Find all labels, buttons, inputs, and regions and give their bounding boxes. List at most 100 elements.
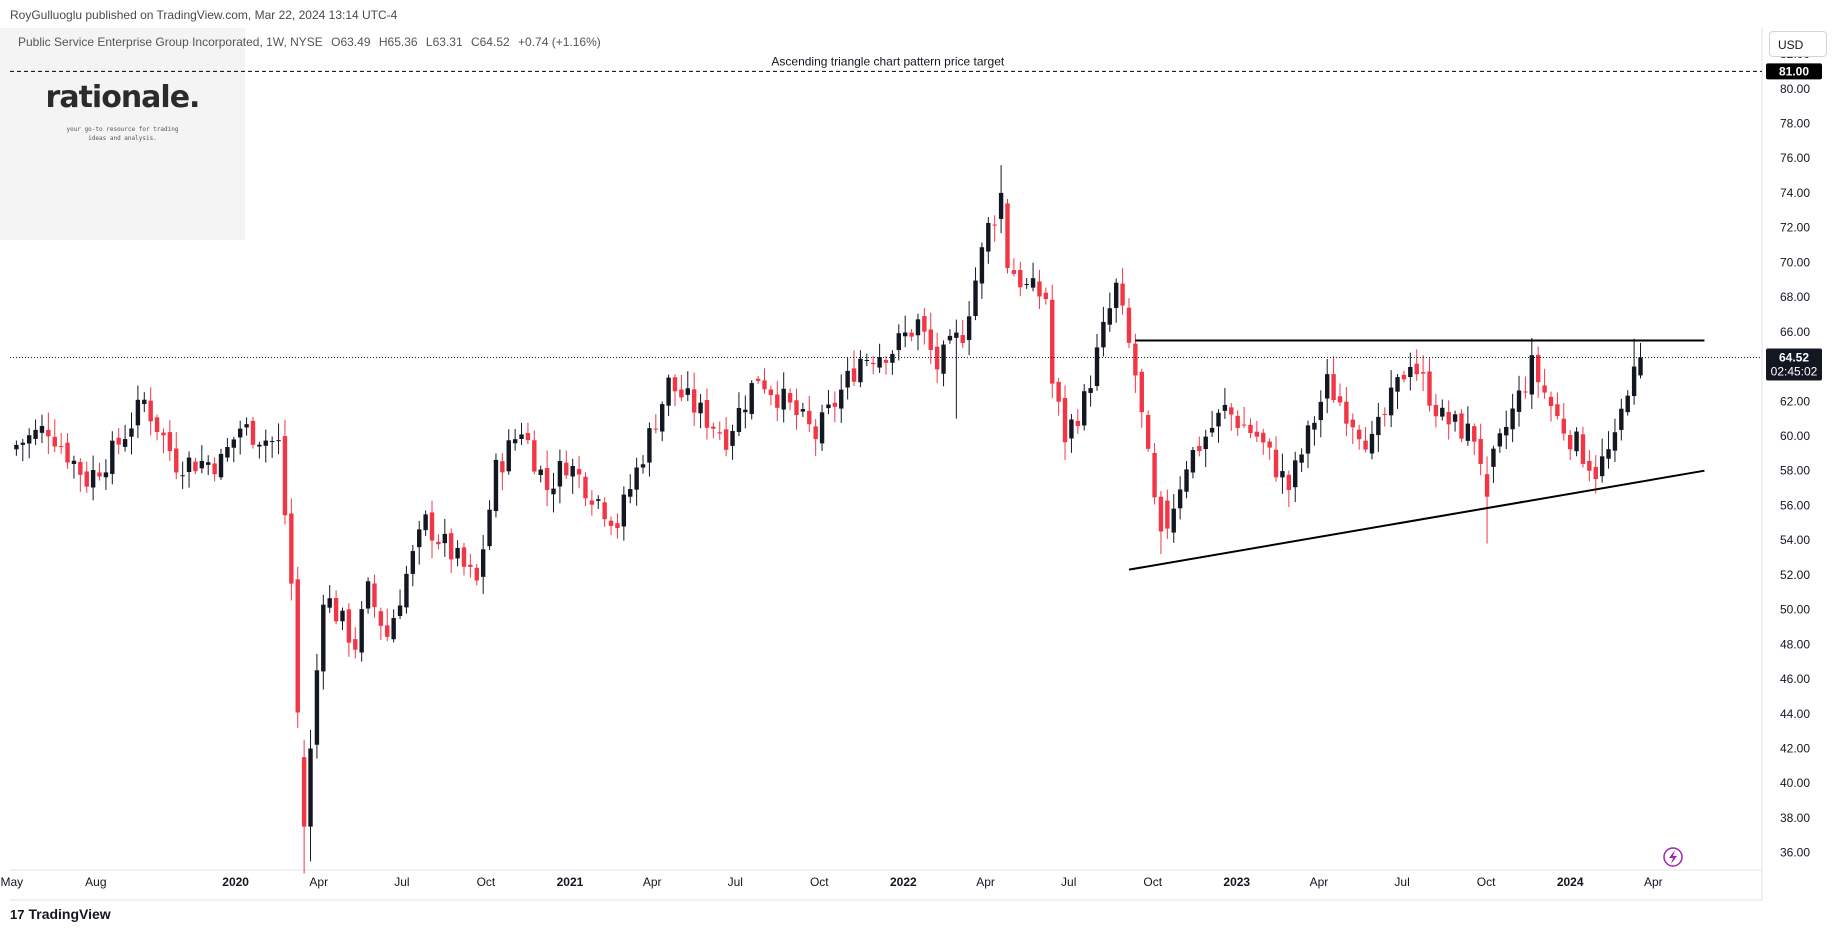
- candle-down[interactable]: [794, 400, 799, 416]
- candle-down[interactable]: [58, 446, 64, 448]
- candle-up[interactable]: [1216, 412, 1221, 427]
- candle-down[interactable]: [1254, 431, 1260, 437]
- candle-down[interactable]: [1062, 397, 1068, 443]
- candle-up[interactable]: [966, 316, 972, 341]
- candle-down[interactable]: [807, 410, 812, 425]
- candle-up[interactable]: [538, 469, 543, 476]
- candle-down[interactable]: [928, 329, 933, 350]
- candle-down[interactable]: [346, 609, 352, 643]
- candle-down[interactable]: [372, 583, 377, 608]
- candle-up[interactable]: [551, 488, 556, 495]
- candle-down[interactable]: [1133, 343, 1138, 376]
- candle-down[interactable]: [1523, 391, 1528, 393]
- candle-down[interactable]: [1363, 440, 1368, 450]
- candle-down[interactable]: [1587, 460, 1592, 471]
- candle-down[interactable]: [212, 463, 217, 475]
- candle-down[interactable]: [653, 428, 659, 430]
- candle-up[interactable]: [423, 514, 428, 531]
- candle-up[interactable]: [781, 388, 786, 410]
- candle-up[interactable]: [1612, 432, 1618, 451]
- candle-down[interactable]: [525, 433, 531, 441]
- candle-up[interactable]: [666, 377, 671, 406]
- candle-down[interactable]: [1005, 203, 1010, 269]
- candle-up[interactable]: [890, 353, 895, 363]
- candle-down[interactable]: [46, 429, 51, 437]
- candle-up[interactable]: [391, 618, 396, 640]
- candle-up[interactable]: [110, 440, 115, 474]
- candle-up[interactable]: [1082, 391, 1087, 426]
- candle-up[interactable]: [480, 549, 486, 577]
- candle-up[interactable]: [1606, 449, 1611, 459]
- candle-down[interactable]: [116, 437, 121, 445]
- candle-up[interactable]: [1184, 469, 1189, 492]
- footer-brand[interactable]: 17 TradingView: [10, 906, 111, 922]
- candle-down[interactable]: [289, 513, 294, 584]
- candle-down[interactable]: [1382, 413, 1387, 415]
- candle-up[interactable]: [647, 428, 652, 463]
- candle-up[interactable]: [1497, 433, 1503, 447]
- candle-up[interactable]: [1529, 355, 1535, 395]
- candle-down[interactable]: [161, 432, 166, 436]
- candle-down[interactable]: [84, 471, 89, 487]
- candle-down[interactable]: [1037, 281, 1042, 297]
- candle-up[interactable]: [14, 444, 19, 450]
- candle-up[interactable]: [1369, 433, 1375, 454]
- candle-up[interactable]: [1222, 404, 1228, 411]
- candle-down[interactable]: [461, 547, 467, 567]
- candle-down[interactable]: [1248, 424, 1253, 434]
- candle-down[interactable]: [717, 432, 722, 434]
- candle-up[interactable]: [660, 404, 665, 432]
- candle-down[interactable]: [1043, 292, 1049, 300]
- candle-up[interactable]: [1171, 508, 1176, 533]
- candle-up[interactable]: [1395, 377, 1400, 392]
- candle-down[interactable]: [1401, 374, 1407, 380]
- candle-down[interactable]: [1561, 418, 1566, 434]
- candle-up[interactable]: [244, 424, 249, 428]
- candle-down[interactable]: [755, 378, 761, 381]
- candle-up[interactable]: [800, 409, 806, 412]
- candle-up[interactable]: [858, 358, 863, 383]
- candle-down[interactable]: [1018, 270, 1023, 288]
- candle-up[interactable]: [1094, 347, 1100, 387]
- candle-up[interactable]: [736, 407, 742, 432]
- candle-up[interactable]: [1452, 414, 1458, 422]
- candle-down[interactable]: [992, 224, 997, 226]
- candle-up[interactable]: [1030, 278, 1036, 288]
- candle-up[interactable]: [1280, 471, 1285, 478]
- candle-up[interactable]: [698, 402, 703, 414]
- candle-up[interactable]: [269, 440, 275, 442]
- candle-up[interactable]: [135, 399, 141, 426]
- candle-up[interactable]: [186, 457, 192, 473]
- candle-down[interactable]: [1350, 419, 1355, 428]
- candle-up[interactable]: [263, 440, 268, 446]
- candle-up[interactable]: [122, 439, 128, 447]
- candle-up[interactable]: [1408, 366, 1413, 378]
- candle-up[interactable]: [998, 192, 1004, 219]
- candle-up[interactable]: [845, 370, 850, 388]
- candle-up[interactable]: [199, 460, 205, 469]
- candle-down[interactable]: [193, 461, 198, 472]
- candle-up[interactable]: [314, 670, 320, 745]
- candle-up[interactable]: [877, 357, 882, 368]
- candle-up[interactable]: [826, 404, 831, 409]
- candle-down[interactable]: [691, 389, 697, 413]
- candle-down[interactable]: [448, 533, 454, 560]
- candle-up[interactable]: [1465, 423, 1471, 441]
- candle-down[interactable]: [1120, 283, 1125, 306]
- candle-down[interactable]: [154, 417, 160, 433]
- candle-up[interactable]: [1107, 308, 1112, 325]
- candle-down[interactable]: [1050, 299, 1055, 384]
- candle-up[interactable]: [1101, 321, 1106, 348]
- candle-down[interactable]: [602, 502, 607, 520]
- candle-up[interactable]: [819, 412, 825, 444]
- candle-up[interactable]: [397, 605, 403, 617]
- support-line[interactable]: [1128, 469, 1705, 571]
- candle-down[interactable]: [500, 461, 505, 473]
- candle-up[interactable]: [512, 439, 518, 444]
- candle-up[interactable]: [276, 440, 281, 442]
- candle-down[interactable]: [544, 468, 550, 490]
- candle-up[interactable]: [519, 434, 524, 439]
- candle-down[interactable]: [333, 597, 339, 622]
- candle-up[interactable]: [1293, 460, 1298, 488]
